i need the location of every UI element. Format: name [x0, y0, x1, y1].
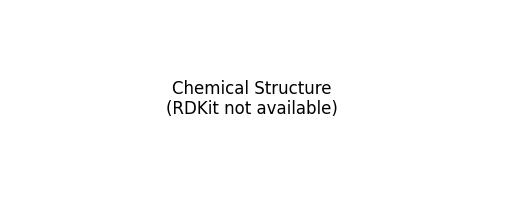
Text: Chemical Structure
(RDKit not available): Chemical Structure (RDKit not available) — [166, 80, 338, 118]
